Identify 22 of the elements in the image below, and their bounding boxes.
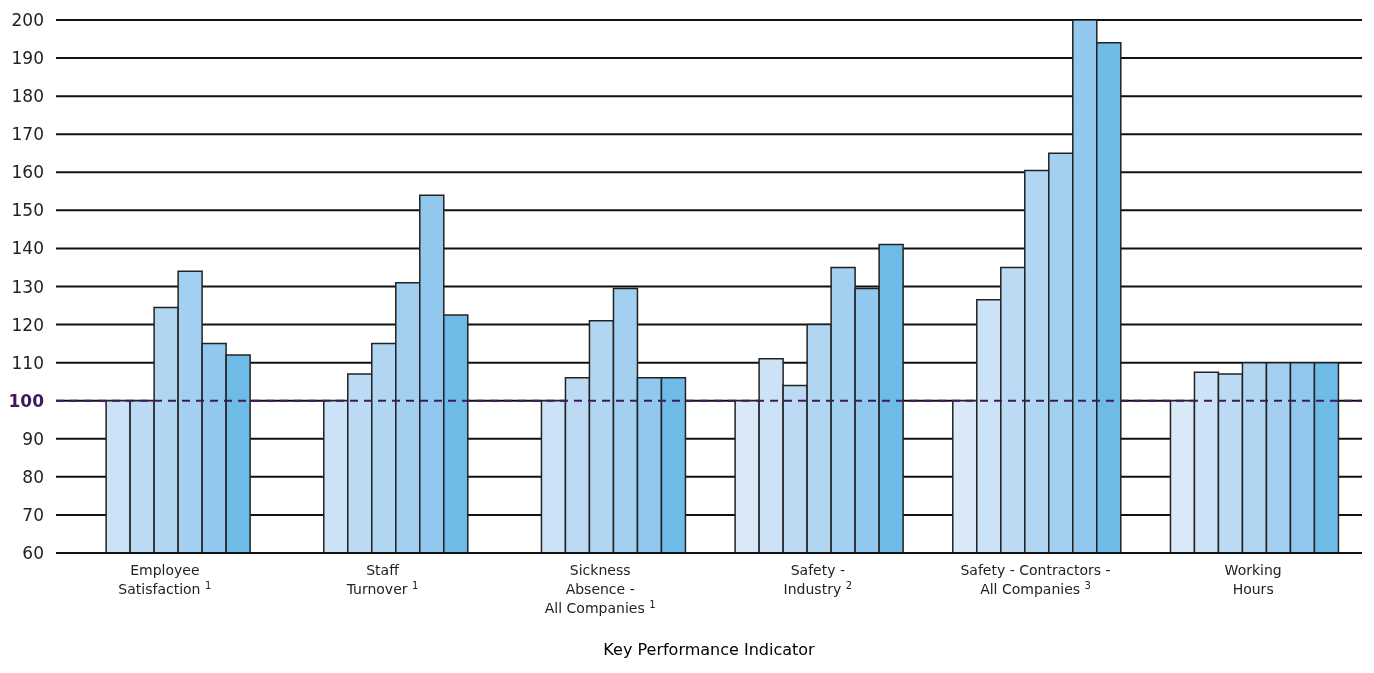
x-axis-title: Key Performance Indicator bbox=[602, 640, 816, 659]
y-tick-label: 130 bbox=[11, 276, 44, 297]
y-tick-label: 120 bbox=[11, 314, 44, 335]
y-tick-label: 140 bbox=[11, 238, 44, 259]
y-tick-label: 110 bbox=[11, 352, 44, 373]
x-tick-label: Working Hours bbox=[1224, 562, 1282, 597]
y-tick-label: 200 bbox=[11, 10, 44, 30]
y-tick-label: 150 bbox=[11, 200, 44, 221]
y-tick-label: 80 bbox=[22, 466, 44, 487]
y-tick-label: 170 bbox=[11, 124, 44, 145]
y-tick-label: 190 bbox=[11, 48, 44, 69]
x-tick-label: Staff Turnover $^{1}$ bbox=[345, 562, 419, 597]
y-tick-label: 90 bbox=[22, 428, 44, 449]
y-tick-label: 160 bbox=[11, 162, 44, 183]
x-tick-label: Safety - Contractors - All Companies $^{3}$ bbox=[960, 562, 1111, 597]
y-tick-label: 180 bbox=[11, 86, 44, 107]
x-tick-label: Sickness Absence - All Companies $^{1}$ bbox=[544, 562, 656, 616]
x-tick-label: Safety - Industry $^{2}$ bbox=[783, 562, 853, 597]
x-tick-label: Employee Satisfaction $^{1}$ bbox=[118, 562, 212, 597]
y-tick-label: 70 bbox=[22, 504, 44, 525]
y-tick-label: 60 bbox=[22, 543, 44, 563]
y-tick-label: 100 bbox=[8, 390, 45, 411]
